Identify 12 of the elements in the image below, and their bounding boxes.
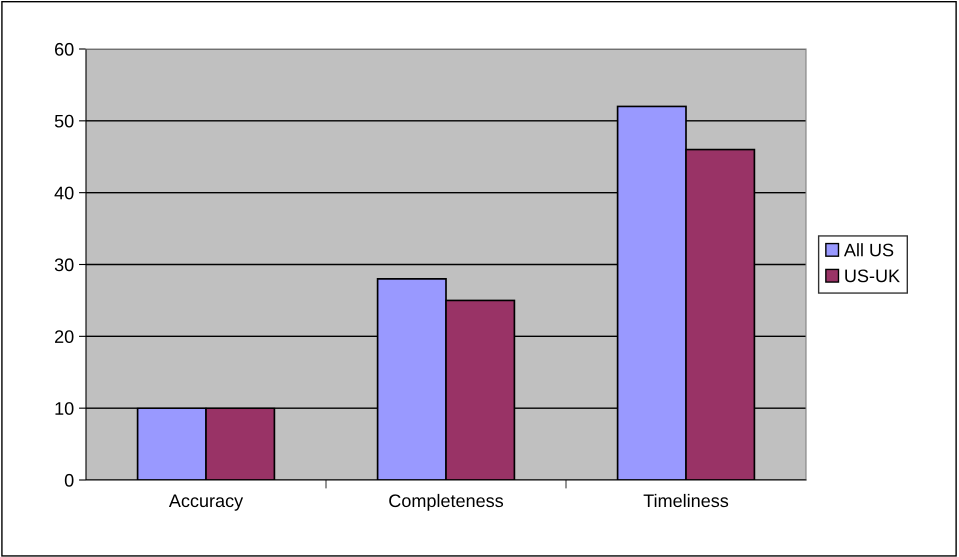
y-tick-label: 60	[55, 42, 74, 56]
y-tick-label: 50	[54, 114, 74, 128]
y-tick-label: 10	[55, 402, 74, 415]
legend-label: All US	[844, 243, 894, 256]
y-tick-label: 30	[54, 258, 74, 272]
y-tick-label: 40	[54, 186, 74, 200]
x-tick-label: Completeness	[389, 494, 504, 511]
x-tick-label: Timeliness	[644, 494, 728, 508]
legend-label: US-UK	[845, 269, 900, 282]
y-tick-label: 0	[64, 474, 74, 487]
y-tick-label: 20	[55, 330, 74, 344]
x-tick-label: Accuracy	[168, 494, 244, 511]
